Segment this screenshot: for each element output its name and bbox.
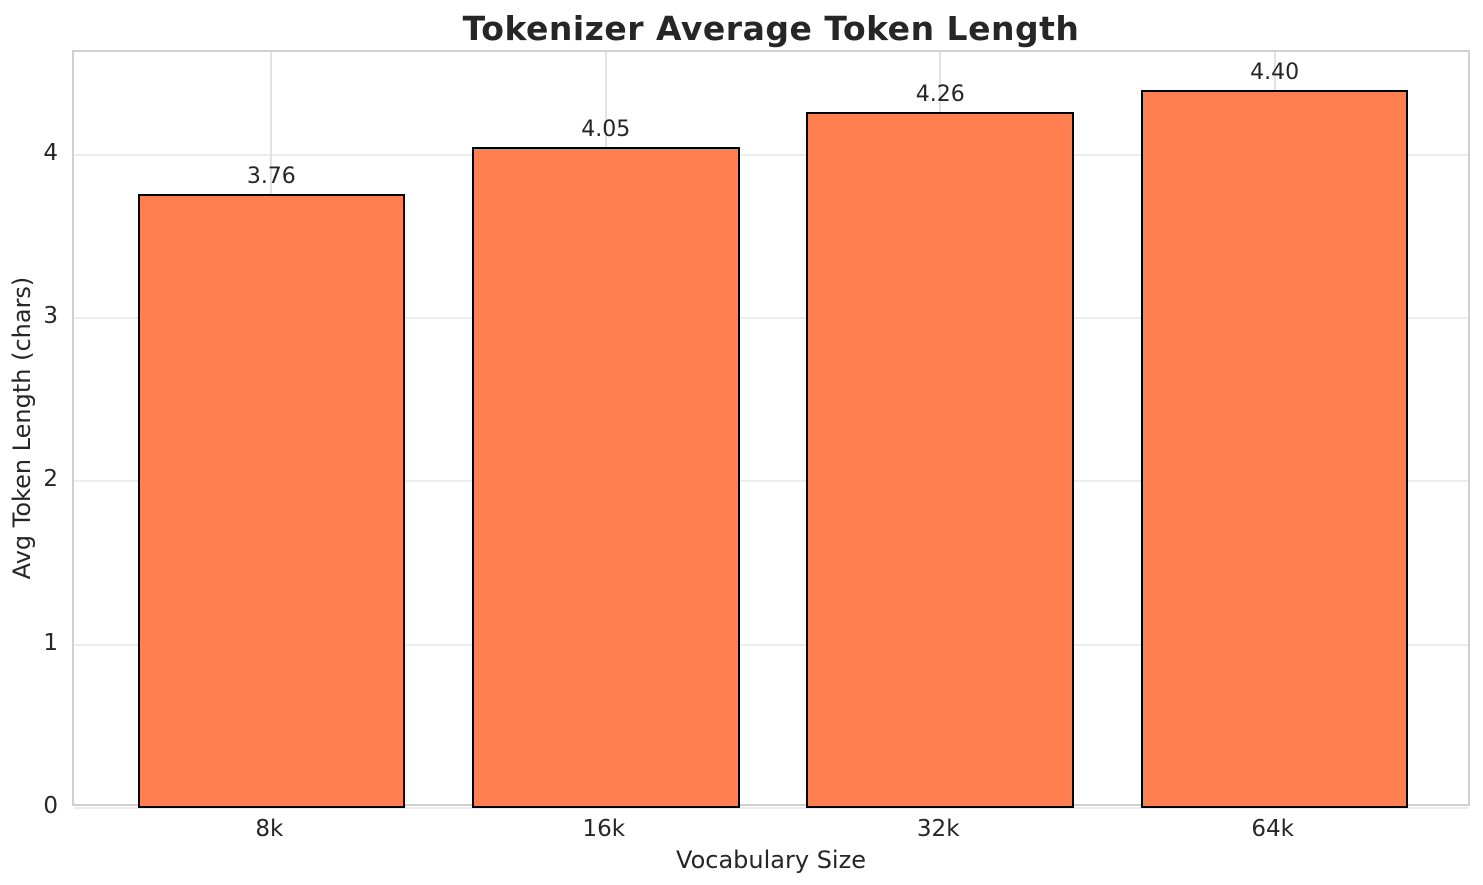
bar: [1140, 89, 1409, 808]
y-tick-label: 2: [43, 466, 58, 493]
bar-value-label: 4.40: [1250, 59, 1300, 85]
y-gridline: [74, 317, 1468, 320]
bar-value-label: 3.76: [246, 164, 296, 190]
bar-value-label: 4.26: [915, 82, 965, 108]
bar-value-label: 4.05: [581, 116, 631, 142]
y-tick-label: 0: [43, 793, 58, 819]
y-gridline: [74, 807, 1468, 809]
x-tick-label: 8k: [255, 816, 284, 842]
bar: [137, 194, 406, 808]
x-tick-label: 32k: [916, 816, 960, 842]
y-tick-label: 3: [43, 303, 58, 330]
chart-title: Tokenizer Average Token Length: [462, 9, 1080, 48]
x-tick-label: 64k: [1251, 816, 1294, 842]
x-axis-label: Vocabulary Size: [676, 846, 866, 874]
y-gridline: [74, 643, 1468, 646]
y-tick-label: 4: [43, 139, 58, 166]
y-gridline: [74, 480, 1468, 483]
bar: [471, 146, 740, 808]
y-gridline: [74, 153, 1468, 156]
y-axis-label: Avg Token Length (chars): [8, 276, 36, 580]
y-tick-label: 1: [43, 629, 58, 656]
plot-area: 3.76 4.05 4.26 4.40: [72, 50, 1470, 809]
bar: [806, 112, 1074, 808]
x-tick-label: 16k: [582, 816, 626, 842]
